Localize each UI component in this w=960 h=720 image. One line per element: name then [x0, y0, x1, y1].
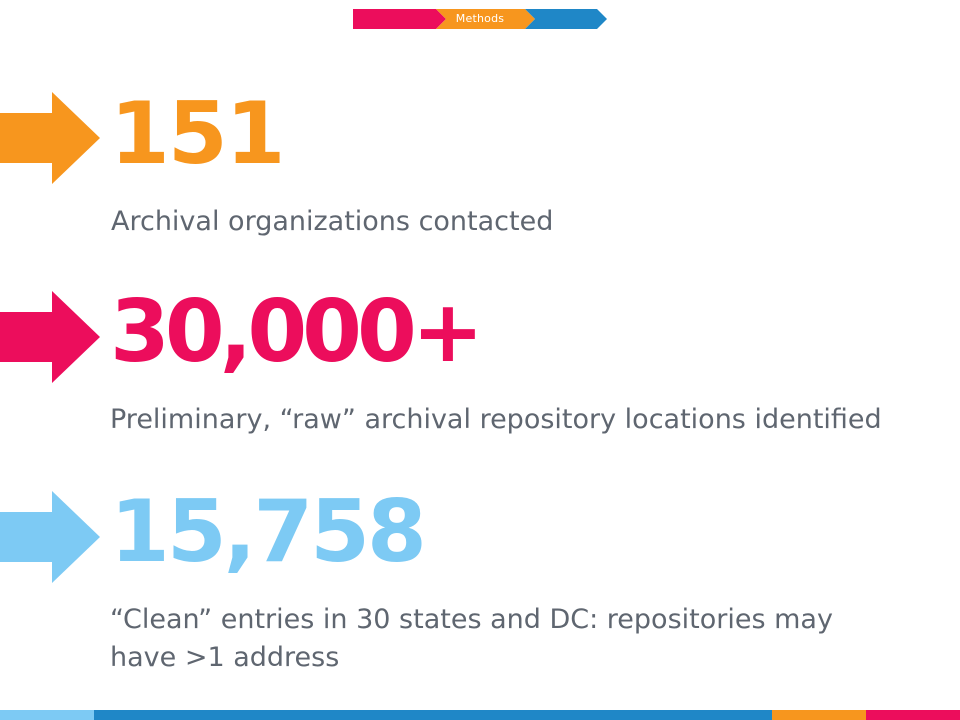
step-label: Methods — [455, 12, 505, 25]
bottom-color-band — [0, 710, 960, 720]
stat-description-raw-locations: Preliminary, “raw” archival repository l… — [110, 404, 882, 435]
stat-description-clean-entries: “Clean” entries in 30 states and DC: rep… — [110, 604, 833, 673]
step-indicator: Methods — [353, 9, 607, 29]
band-segment-pink — [866, 710, 960, 720]
step-next-segment — [525, 9, 607, 29]
stat-description-organizations: Archival organizations contacted — [111, 206, 554, 237]
stat-number-raw-locations: 30,000+ — [110, 282, 484, 382]
band-segment-blue — [94, 710, 772, 720]
light-blue-arrow-icon — [0, 491, 100, 583]
step-current-segment — [436, 9, 535, 29]
orange-arrow-icon — [0, 92, 100, 184]
stat-number-organizations: 151 — [110, 84, 286, 184]
stat-number-clean-entries: 15,758 — [110, 482, 427, 582]
band-segment-light-blue — [0, 710, 94, 720]
step-indicator-graphic — [353, 9, 607, 29]
band-segment-orange — [772, 710, 866, 720]
pink-arrow-icon — [0, 291, 100, 383]
step-prev-segment — [353, 9, 446, 29]
